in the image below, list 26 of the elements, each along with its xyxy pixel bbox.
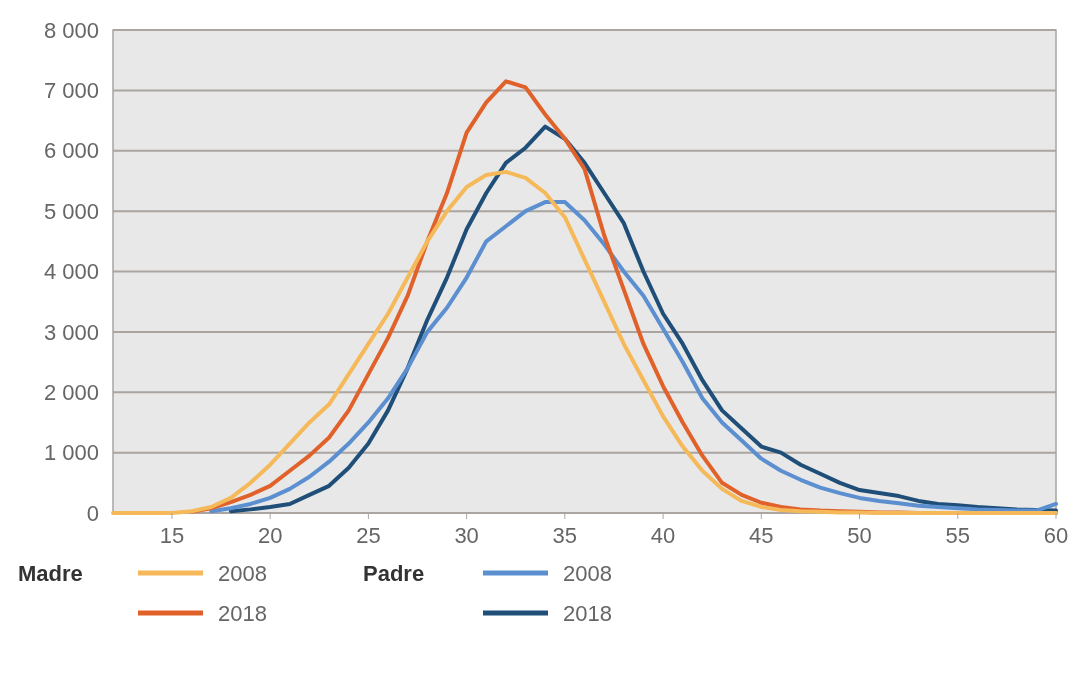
- y-tick-label: 5 000: [43, 198, 99, 224]
- y-tick-label: 3 000: [43, 319, 99, 345]
- y-tick-label: 8 000: [43, 17, 99, 43]
- legend-label: 2008: [218, 560, 267, 586]
- y-tick-label: 6 000: [43, 138, 99, 164]
- legend-label: 2018: [563, 600, 612, 626]
- y-tick-label: 4 000: [43, 259, 99, 285]
- x-tick-label: 40: [650, 523, 676, 548]
- x-tick-label: 45: [749, 523, 774, 548]
- text: Padre: [363, 560, 425, 586]
- x-tick-label: 30: [454, 523, 479, 548]
- x-tick-label: 60: [1043, 523, 1069, 548]
- x-tick-label: 55: [945, 523, 971, 548]
- x-tick-label: 15: [159, 523, 185, 548]
- x-tick-label: 25: [356, 523, 381, 548]
- y-tick-label: 2 000: [43, 379, 99, 405]
- legend-label: 2008: [563, 560, 612, 586]
- y-tick-label: 7 000: [43, 78, 99, 104]
- x-tick-label: 50: [847, 523, 872, 548]
- y-tick-label: 0: [86, 500, 99, 526]
- x-tick-label: 35: [552, 523, 578, 548]
- line-series: [209, 200, 1058, 514]
- y-tick-label: 1 000: [43, 440, 99, 466]
- x-tick-label: 20: [257, 523, 283, 548]
- text: Madre: [18, 560, 83, 586]
- legend-label: 2018: [218, 600, 267, 626]
